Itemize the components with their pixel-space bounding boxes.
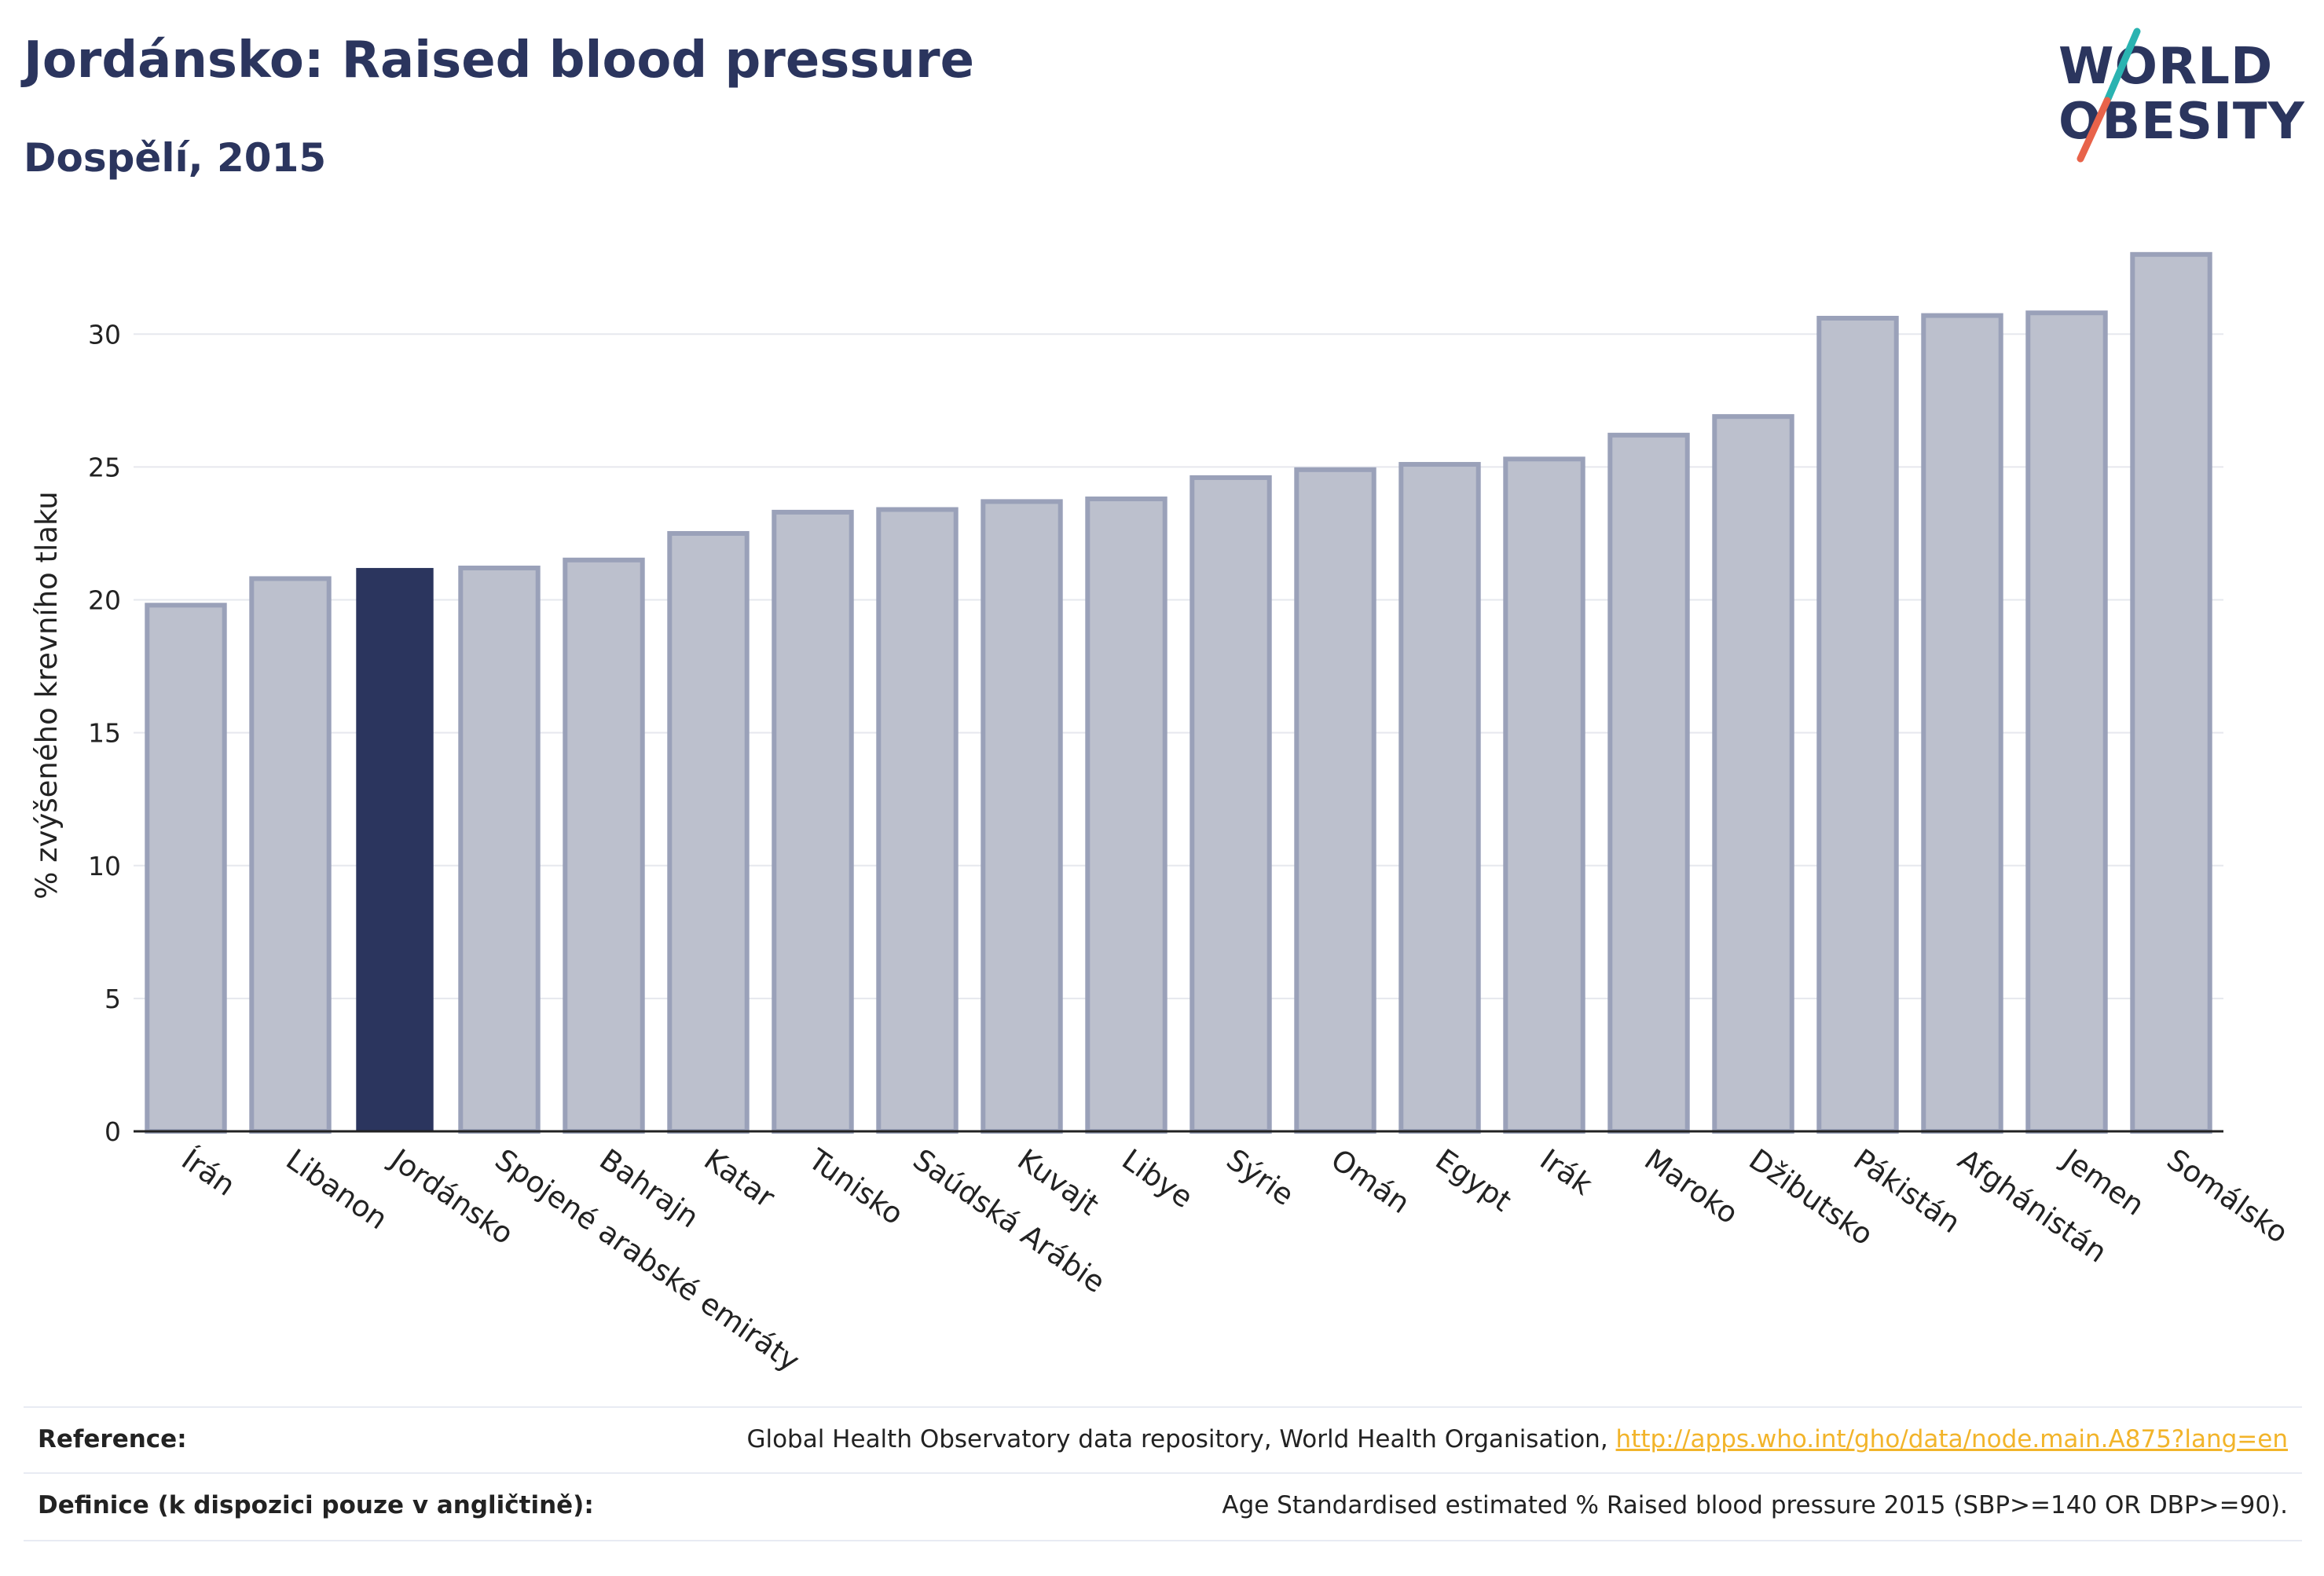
world-obesity-logo: WORLD OBESITY <box>2058 24 2310 165</box>
y-axis-label: % zvýšeného krevního tlaku <box>30 491 64 900</box>
bar-18[interactable] <box>1921 313 2003 1134</box>
bar-20[interactable] <box>2130 251 2212 1134</box>
x-tick-label: Omán <box>1325 1142 1416 1220</box>
x-tick-label: Egypt <box>1429 1142 1517 1218</box>
x-tick-label: Tunisko <box>802 1142 910 1232</box>
bar-14[interactable] <box>1503 456 1585 1134</box>
bar-6[interactable] <box>667 530 750 1134</box>
x-tick-label: Somálsko <box>2161 1142 2294 1250</box>
logo-slash-icon <box>2077 27 2141 163</box>
bar-10[interactable] <box>1085 497 1167 1134</box>
logo-word-world: WORLD <box>2058 38 2274 96</box>
reference-row: Reference: Global Health Observatory dat… <box>24 1406 2302 1474</box>
bar-7[interactable] <box>772 509 854 1134</box>
bar-9[interactable] <box>981 499 1063 1134</box>
bar-5[interactable] <box>563 557 645 1134</box>
y-tick-label: 10 <box>88 851 121 881</box>
x-tick-label: Írán <box>175 1142 241 1202</box>
bar-chart: 0 5 10 15 20 25 30 % zvýšeného krevního tlaku Ír… <box>30 251 2294 1378</box>
x-tick-label: Libanon <box>280 1142 394 1236</box>
y-tick-label: 15 <box>88 718 121 749</box>
definition-text: Age Standardised estimated % Raised bloo… <box>1222 1491 2288 1519</box>
bar-17[interactable] <box>1816 316 1899 1134</box>
x-tick-label: Sýrie <box>1220 1142 1299 1212</box>
chart-title: Jordánsko: Raised blood pressure <box>24 31 974 90</box>
y-tick-label: 5 <box>104 984 121 1014</box>
bar-11[interactable] <box>1189 475 1272 1134</box>
bar-4[interactable] <box>458 565 541 1134</box>
bar-19[interactable] <box>2025 310 2108 1134</box>
reference-link[interactable]: http://apps.who.int/gho/data/node.main.A… <box>1615 1425 2288 1453</box>
definition-label: Definice (k dispozici pouze v angličtině… <box>38 1491 594 1519</box>
x-tick-label: Libye <box>1116 1142 1199 1215</box>
bar-2[interactable] <box>249 576 332 1134</box>
bar-1[interactable] <box>145 603 227 1134</box>
x-tick-label: Saúdská Arábie <box>907 1142 1111 1299</box>
reference-text: Global Health Observatory data repositor… <box>746 1425 1616 1453</box>
y-tick-label: 20 <box>88 585 121 616</box>
bar-8[interactable] <box>876 507 959 1134</box>
x-tick-label: Maroko <box>1638 1142 1744 1230</box>
bar-15[interactable] <box>1607 432 1690 1134</box>
bar-16[interactable] <box>1712 414 1794 1134</box>
bar-3[interactable] <box>356 567 434 1131</box>
y-tick-label: 25 <box>88 452 121 482</box>
x-tick-label: Katar <box>698 1142 781 1215</box>
bar-13[interactable] <box>1398 462 1481 1134</box>
x-tick-label: Kuvajt <box>1011 1142 1105 1222</box>
definition-row: Definice (k dispozici pouze v angličtině… <box>24 1472 2302 1541</box>
reference-value: Global Health Observatory data repositor… <box>746 1425 2288 1453</box>
reference-label: Reference: <box>38 1425 187 1453</box>
x-tick-label: Irák <box>1534 1142 1599 1202</box>
y-tick-label: 30 <box>88 319 121 350</box>
bar-12[interactable] <box>1294 467 1376 1134</box>
chart-subtitle: Dospělí, 2015 <box>24 135 327 181</box>
y-tick-label: 0 <box>104 1116 121 1147</box>
